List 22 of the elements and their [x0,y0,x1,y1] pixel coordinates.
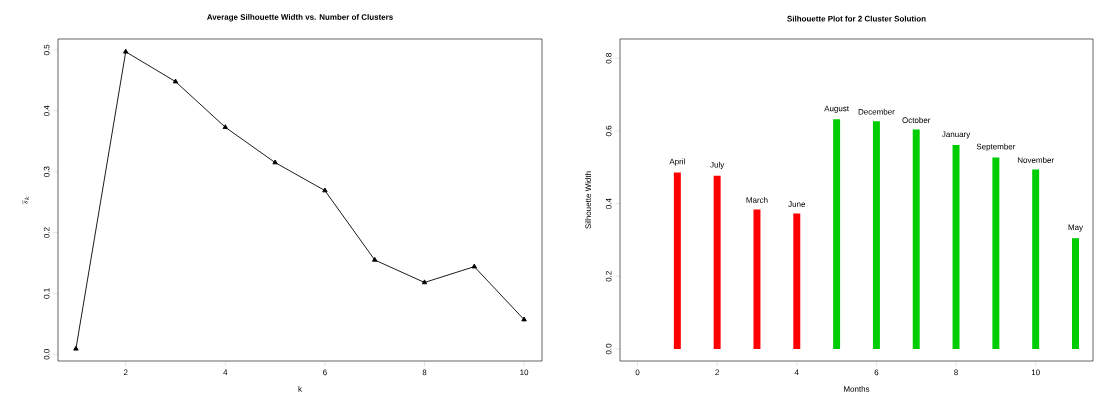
bar [1072,238,1079,350]
bar [952,145,960,350]
bar [912,129,920,350]
point [73,345,79,351]
point [222,124,228,129]
point [172,78,179,84]
point [421,279,428,285]
bar [673,172,681,350]
point [123,48,129,54]
bar [992,157,1000,350]
y-axis-title: $\overline{s}_k$ [22,196,30,205]
bar [872,121,880,350]
point [322,187,328,193]
bar [833,119,841,350]
point [272,159,278,165]
bar [713,175,721,350]
bar [1032,169,1040,350]
point [471,263,477,269]
point [521,316,527,322]
bar [793,213,801,350]
bar [753,209,761,350]
point [372,256,378,262]
